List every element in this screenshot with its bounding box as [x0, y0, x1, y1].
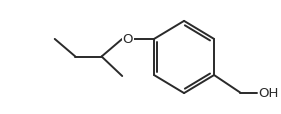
Text: OH: OH — [258, 86, 278, 99]
Text: O: O — [123, 33, 133, 46]
